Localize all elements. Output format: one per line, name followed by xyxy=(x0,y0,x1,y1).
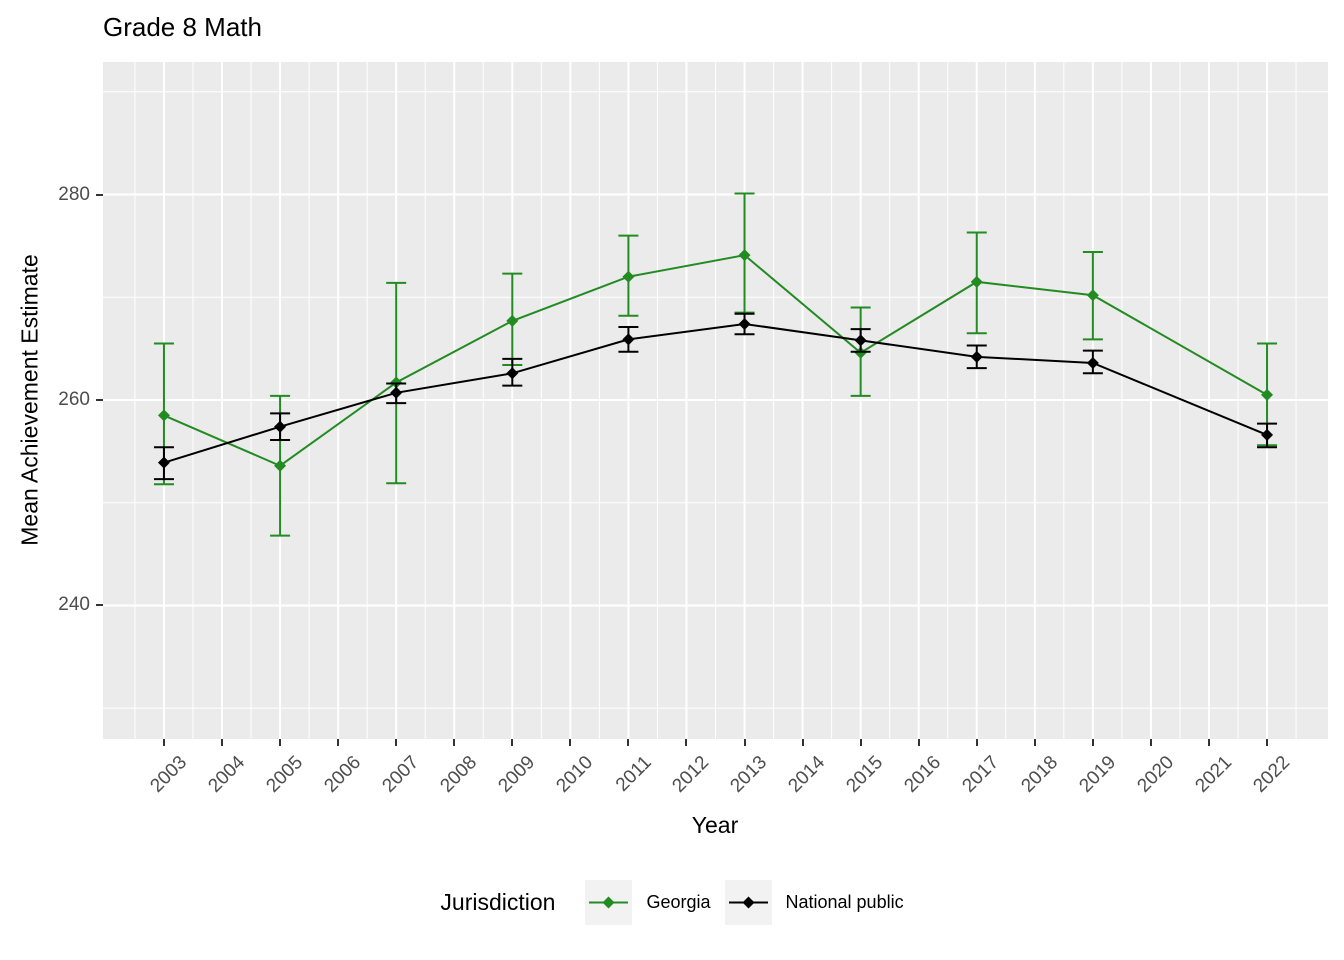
x-tick-label: 2008 xyxy=(436,752,482,797)
legend-items: Georgia National public xyxy=(571,880,904,925)
legend-key-icon xyxy=(728,896,768,909)
x-tick-label: 2017 xyxy=(958,752,1004,797)
data-point xyxy=(1261,388,1274,401)
data-point xyxy=(274,459,287,472)
y-tick-label: 280 xyxy=(58,183,90,205)
x-axis-title: Year xyxy=(691,812,739,838)
data-point xyxy=(506,367,519,380)
data-point xyxy=(970,275,983,288)
data-point xyxy=(854,346,867,359)
data-point xyxy=(1086,289,1099,302)
x-tick-mark xyxy=(395,739,398,746)
data-point xyxy=(506,314,519,327)
x-tick-mark xyxy=(1149,739,1152,746)
x-tick-label: 2006 xyxy=(320,752,365,797)
x-tick-mark xyxy=(1033,739,1036,746)
x-tick-mark xyxy=(975,739,978,746)
chart-canvas xyxy=(103,62,1328,739)
x-tick-label: 2005 xyxy=(262,752,307,797)
x-tick-label: 2021 xyxy=(1191,752,1236,797)
plot-title: Grade 8 Math xyxy=(103,12,262,42)
x-tick-label: 2016 xyxy=(900,752,946,797)
x-tick-mark xyxy=(279,739,282,746)
x-tick-label: 2010 xyxy=(552,752,598,797)
x-tick-mark xyxy=(1091,739,1094,746)
plot-panel xyxy=(103,62,1328,739)
y-tick-mark xyxy=(96,604,103,607)
data-point xyxy=(1086,357,1099,370)
x-tick-mark xyxy=(569,739,572,746)
data-point xyxy=(738,317,751,330)
data-point xyxy=(1261,428,1274,441)
x-tick-mark xyxy=(337,739,340,746)
x-tick-label: 2007 xyxy=(378,752,424,797)
x-tick-label: 2003 xyxy=(146,752,191,797)
data-point xyxy=(622,270,635,283)
x-tick-mark xyxy=(511,739,514,746)
x-tick-label: 2018 xyxy=(1016,752,1062,797)
series-line-georgia xyxy=(163,254,1268,467)
x-tick-label: 2022 xyxy=(1249,752,1294,797)
legend: Jurisdiction Georgia National public xyxy=(0,880,1344,925)
y-tick-label: 240 xyxy=(58,594,90,616)
data-point xyxy=(622,333,635,346)
x-tick-label: 2013 xyxy=(726,752,772,797)
x-tick-mark xyxy=(801,739,804,746)
x-tick-mark xyxy=(859,739,862,746)
x-tick-mark xyxy=(221,739,224,746)
data-point xyxy=(854,334,867,347)
y-tick-mark xyxy=(96,398,103,401)
x-tick-label: 2012 xyxy=(668,752,714,797)
x-tick-label: 2019 xyxy=(1074,752,1120,797)
x-tick-mark xyxy=(685,739,688,746)
x-tick-mark xyxy=(917,739,920,746)
x-tick-mark xyxy=(743,739,746,746)
x-tick-mark xyxy=(453,739,456,746)
legend-key-icon xyxy=(589,896,629,909)
x-tick-mark xyxy=(1207,739,1210,746)
x-tick-mark xyxy=(627,739,630,746)
data-point xyxy=(970,350,983,363)
series-line-national-public xyxy=(163,322,1268,464)
legend-key-swatch xyxy=(585,880,633,925)
data-point xyxy=(390,376,403,389)
x-tick-label: 2004 xyxy=(204,752,249,797)
x-tick-mark xyxy=(162,739,165,746)
data-point xyxy=(738,249,751,262)
legend-label: National public xyxy=(785,892,904,912)
data-point xyxy=(157,409,170,422)
legend-label: Georgia xyxy=(646,892,711,912)
x-tick-label: 2020 xyxy=(1133,752,1178,797)
legend-item-georgia: Georgia xyxy=(585,880,711,925)
data-point xyxy=(157,456,170,469)
x-tick-label: 2011 xyxy=(611,752,656,796)
legend-key-swatch xyxy=(724,880,772,925)
y-tick-mark xyxy=(96,193,103,196)
data-point xyxy=(390,386,403,399)
x-tick-label: 2014 xyxy=(784,752,830,797)
legend-title: Jurisdiction xyxy=(440,889,556,915)
y-tick-label: 260 xyxy=(58,388,90,410)
x-tick-label: 2009 xyxy=(494,752,540,797)
legend-item-national-public: National public xyxy=(724,880,904,925)
data-point xyxy=(274,420,287,433)
x-tick-mark xyxy=(1266,739,1269,746)
x-tick-label: 2015 xyxy=(842,752,888,797)
